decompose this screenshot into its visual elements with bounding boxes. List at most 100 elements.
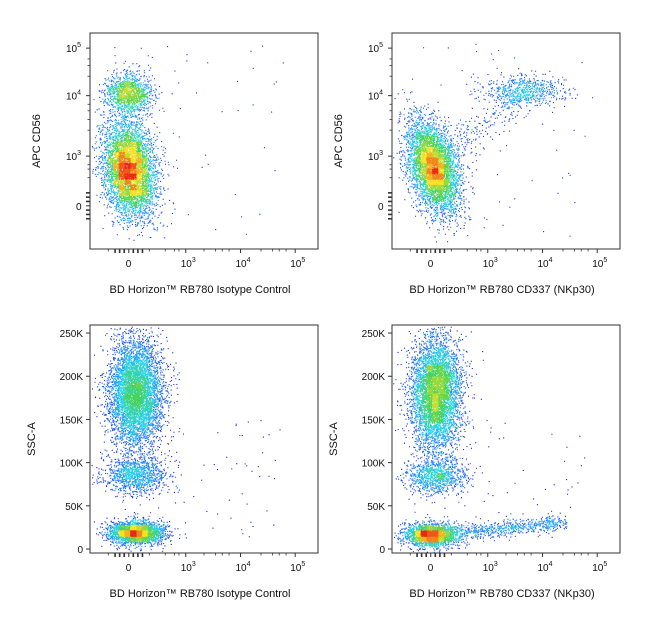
event-density-layer	[409, 359, 456, 548]
y-tick-label: 0	[76, 202, 82, 213]
event-density-layer	[414, 135, 450, 202]
x-tick-exponent: 4	[247, 561, 251, 568]
event-density-layer	[420, 151, 445, 175]
y-axis-label: SSC-A	[328, 422, 340, 456]
event-density-layer	[113, 364, 154, 537]
event-density-layer	[124, 370, 160, 543]
x-tick-label: 103	[181, 561, 196, 574]
x-axis-label: BD Horizon™ RB780 CD337 (NKp30)	[409, 284, 594, 296]
y-tick-label: 100K	[60, 459, 84, 470]
y-tick-label: 50K	[65, 502, 83, 513]
event-density-layer	[118, 162, 137, 180]
x-tick-exponent: 4	[247, 257, 251, 264]
x-tick-exponent: 3	[494, 257, 498, 264]
y-axis-label: APC CD56	[31, 114, 43, 168]
y-tick-exponent: 3	[379, 150, 383, 157]
x-tick-label: 0	[126, 563, 132, 574]
y-tick-label: 250K	[362, 329, 386, 340]
event-density-layer	[426, 530, 439, 537]
event-density-layer	[420, 530, 428, 537]
x-tick-exponent: 5	[301, 257, 305, 264]
x-tick-label: 0	[126, 259, 132, 270]
y-tick-label: 105	[368, 42, 383, 55]
event-density-layer	[118, 382, 143, 532]
event-density-layer	[135, 530, 143, 537]
x-tick-label: 105	[290, 561, 305, 574]
x-axis-label: BD Horizon™ RB780 CD337 (NKp30)	[409, 588, 594, 600]
event-density-layer	[129, 530, 137, 537]
event-density-layer	[113, 81, 148, 207]
event-density-layer	[124, 382, 154, 543]
x-tick-exponent: 3	[192, 257, 196, 264]
event-density-layer	[420, 146, 445, 186]
scatter-panel-2: 0 103 104 105 0 103 104 105 BD Horizon™ RB780 CD…	[333, 32, 621, 296]
event-dots	[91, 326, 281, 552]
y-tick-exponent: 3	[77, 150, 81, 157]
x-tick-exponent: 5	[603, 257, 607, 264]
event-density-layer	[135, 524, 148, 543]
event-dots	[91, 45, 284, 241]
x-tick-exponent: 5	[301, 561, 305, 568]
event-density-layer	[431, 393, 445, 543]
x-axis-label: BD Horizon™ RB780 Isotype Control	[110, 284, 291, 296]
y-tick-label: 100K	[362, 459, 386, 470]
scatter-panel-3: 0 103 104 105 0 50K 100K 150K 200K 250K BD Horizon…	[26, 324, 319, 600]
x-tick-label: 104	[537, 561, 552, 574]
event-density-layer	[426, 535, 439, 543]
x-tick-label: 105	[592, 257, 607, 270]
y-tick-label: 105	[66, 42, 81, 55]
x-tick-exponent: 3	[494, 561, 498, 568]
event-density-layer	[426, 151, 445, 180]
scatter-panel-1: 0 103 104 105 0 103 104 105 BD Horizon™ RB780 Is…	[31, 32, 319, 296]
x-tick-exponent: 4	[549, 257, 553, 264]
event-density-layer	[112, 87, 149, 202]
y-tick-label: 103	[66, 150, 81, 163]
event-density-layer	[101, 70, 160, 223]
x-tick-label: 0	[428, 563, 434, 574]
event-density-layer	[118, 151, 137, 191]
x-tick-label: 104	[537, 257, 552, 270]
x-tick-label: 105	[592, 561, 607, 574]
scatter-panel-4: 0 103 104 105 0 50K 100K 150K 200K 250K BD Horizon…	[328, 324, 621, 600]
event-dots	[393, 326, 586, 553]
y-tick-label: 200K	[362, 372, 386, 383]
event-density-layer	[420, 365, 450, 543]
x-tick-exponent: 3	[192, 561, 196, 568]
y-tick-label: 104	[66, 90, 81, 103]
event-density-layer	[432, 168, 439, 175]
event-density-layer	[124, 162, 137, 180]
event-density-layer	[414, 135, 450, 197]
y-tick-label: 104	[368, 90, 383, 103]
y-tick-exponent: 5	[379, 42, 383, 49]
x-tick-label: 103	[483, 257, 498, 270]
y-axis-label: APC CD56	[333, 114, 345, 168]
event-density-layer	[414, 530, 422, 537]
event-density-layer	[403, 326, 568, 553]
event-density-layer	[414, 135, 456, 197]
x-tick-label: 104	[235, 257, 250, 270]
y-tick-exponent: 4	[379, 90, 383, 97]
y-tick-label: 200K	[60, 372, 84, 383]
y-tick-label: 250K	[60, 329, 84, 340]
plot-frame	[89, 32, 319, 250]
event-density-layer	[107, 87, 154, 207]
y-tick-label: 103	[368, 150, 383, 163]
y-tick-label: 0	[378, 202, 384, 213]
y-tick-label: 150K	[60, 415, 84, 426]
event-density-layer	[113, 146, 143, 196]
x-tick-exponent: 5	[603, 561, 607, 568]
y-tick-label: 150K	[362, 415, 386, 426]
x-tick-label: 103	[483, 561, 498, 574]
x-tick-label: 105	[290, 257, 305, 270]
y-tick-label: 0	[77, 545, 83, 556]
y-tick-label: 50K	[367, 502, 385, 513]
y-tick-label: 0	[379, 545, 385, 556]
event-density-layer	[107, 342, 160, 548]
event-density-layer	[415, 347, 519, 548]
event-density-layer	[124, 530, 131, 537]
x-tick-exponent: 4	[549, 561, 553, 568]
x-tick-label: 103	[181, 257, 196, 270]
x-tick-label: 0	[428, 259, 434, 270]
y-tick-exponent: 4	[77, 90, 81, 97]
